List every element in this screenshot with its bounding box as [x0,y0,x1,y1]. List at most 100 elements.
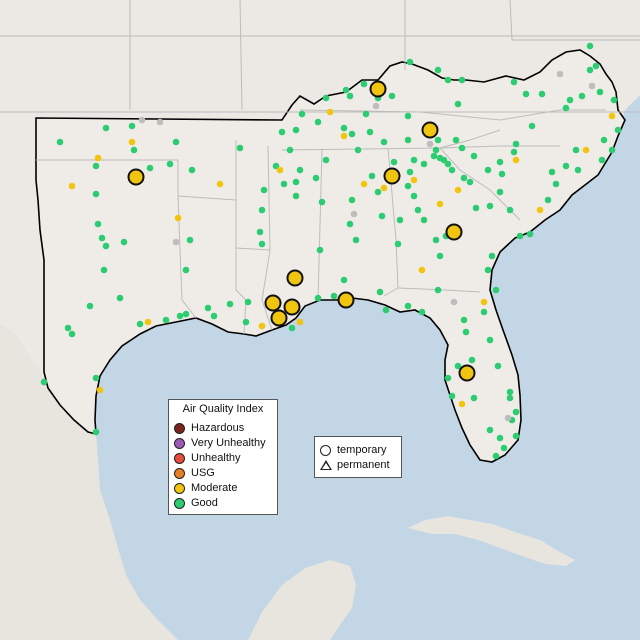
monitor-good [348,196,356,204]
monitor-good [176,312,184,320]
usg-swatch [174,467,185,479]
hazardous-swatch [174,422,185,434]
monitor-good [130,146,138,154]
monitor-good [394,240,402,248]
monitor-good [614,126,622,134]
monitor-good [258,240,266,248]
monitor-good [506,388,514,396]
monitor-temporary-moderate[interactable] [445,223,463,241]
monitor-no-data [156,118,164,126]
monitor-no-data [172,238,180,246]
monitor-good [460,316,468,324]
monitor-good [420,160,428,168]
monitor-moderate [436,200,444,208]
monitor-good [454,100,462,108]
monitor-good [566,96,574,104]
monitor-good [544,196,552,204]
monitor-moderate [128,138,136,146]
monitor-temporary-moderate[interactable] [127,168,145,186]
monitor-good [410,192,418,200]
monitor-good [496,188,504,196]
legend-row-usg: USG [174,466,215,480]
monitor-temporary-moderate[interactable] [270,309,288,327]
monitor-moderate [296,318,304,326]
monitor-good [64,324,72,332]
monitor-temporary-moderate[interactable] [383,167,401,185]
monitor-good [318,198,326,206]
monitor-good [600,136,608,144]
monitor-good [496,434,504,442]
monitor-good [342,86,350,94]
monitor-moderate [96,386,104,394]
monitor-good [354,146,362,154]
monitor-good [340,124,348,132]
legend-label-permanent: permanent [337,459,390,471]
monitor-good [382,306,390,314]
monitor-good [86,302,94,310]
monitor-good [452,136,460,144]
monitor-moderate [326,108,334,116]
unhealthy-swatch [174,452,185,464]
monitor-good [188,166,196,174]
monitor-good [256,228,264,236]
monitor-good [236,144,244,152]
monitor-good [472,204,480,212]
monitor-temporary-moderate[interactable] [421,121,439,139]
monitor-temporary-moderate[interactable] [264,294,282,312]
monitor-good [586,42,594,50]
monitor-good [210,312,218,320]
monitor-good [288,324,296,332]
monitor-good [444,76,452,84]
monitor-good [436,154,444,162]
monitor-moderate [276,166,284,174]
monitor-moderate [458,400,466,408]
monitor-good [458,144,466,152]
monitor-no-data [372,102,380,110]
monitor-good [512,432,520,440]
monitor-good [360,80,368,88]
monitor-good [98,234,106,242]
monitor-good [414,206,422,214]
legend-label-usg: USG [191,467,215,479]
monitor-good [506,394,514,402]
monitor-good [574,166,582,174]
monitor-no-data [426,140,434,148]
monitor-temporary-moderate[interactable] [286,269,304,287]
monitor-good [162,316,170,324]
monitor-good [510,78,518,86]
monitor-good [182,266,190,274]
monitor-good [340,276,348,284]
monitor-moderate [380,184,388,192]
monitor-good [316,246,324,254]
monitor-temporary-moderate[interactable] [458,364,476,382]
monitor-moderate [410,176,418,184]
monitor-good [298,110,306,118]
monitor-moderate [216,180,224,188]
monitor-good [522,90,530,98]
monitor-good [348,130,356,138]
monitor-good [366,128,374,136]
monitor-good [610,96,618,104]
monitor-temporary-moderate[interactable] [369,80,387,98]
monitor-good [430,152,438,160]
monitor-good [552,180,560,188]
monitor-good [462,328,470,336]
monitor-good [562,104,570,112]
monitor-good [244,298,252,306]
monitor-temporary-moderate[interactable] [283,298,301,316]
monitor-good [380,138,388,146]
monitor-good [68,330,76,338]
monitor-good [486,202,494,210]
monitor-good [492,452,500,460]
monitor-good [346,92,354,100]
monitor-good [136,320,144,328]
monitor-good [352,236,360,244]
monitor-temporary-moderate[interactable] [337,291,355,309]
monitor-moderate [536,206,544,214]
monitor-good [434,66,442,74]
monitor-good [102,124,110,132]
monitor-good [528,122,536,130]
legend-label-temporary: temporary [337,444,387,456]
monitor-good [92,162,100,170]
